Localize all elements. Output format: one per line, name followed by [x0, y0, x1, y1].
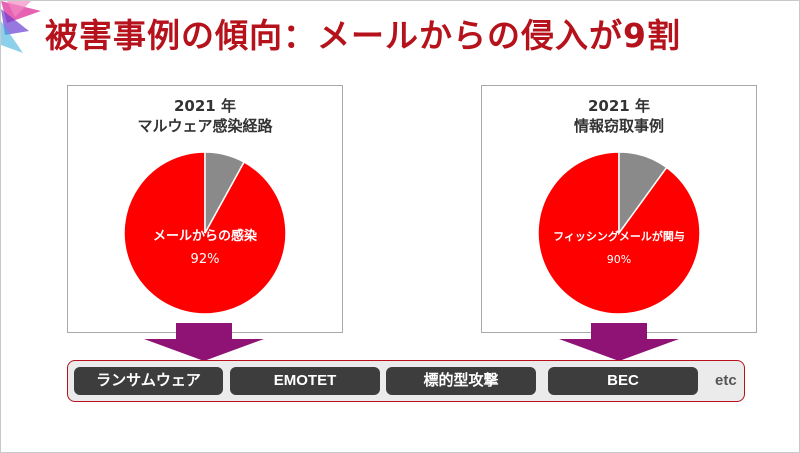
tag-bec: BEC — [548, 367, 698, 395]
pie-chart-malware: メールからの感染 92% — [123, 151, 287, 315]
chart-title: 情報窃取事例 — [573, 117, 664, 135]
down-arrow-icon — [144, 323, 264, 361]
corner-decoration-icon — [1, 1, 41, 53]
pie-value-label: 90% — [607, 253, 631, 266]
chart-year: 2021 年 — [588, 97, 650, 115]
etc-label: etc — [715, 372, 737, 389]
chart-panel-malware: 2021 年 マルウェア感染経路 メールからの感染 92% — [67, 85, 343, 333]
pie-slice-label: フィッシングメールが関与 — [553, 229, 685, 243]
chart-year: 2021 年 — [174, 97, 236, 115]
pie-chart-info-theft: フィッシングメールが関与 90% — [537, 151, 701, 315]
page-title: 被害事例の傾向：メールからの侵入が9割 — [45, 16, 681, 55]
chart-panel-info-theft: 2021 年 情報窃取事例 フィッシングメールが関与 90% — [481, 85, 757, 333]
pie-value-label: 92% — [191, 252, 220, 267]
tag-emotet: EMOTET — [230, 367, 380, 395]
chart-title: マルウェア感染経路 — [137, 117, 273, 135]
pie-slice — [204, 151, 246, 234]
down-arrow-icon — [559, 323, 679, 361]
pie-slice — [618, 151, 668, 236]
pie-slice-label: メールからの感染 — [153, 228, 258, 244]
threat-category-bar: ランサムウェア EMOTET 標的型攻撃 BEC etc — [67, 360, 745, 402]
tag-targeted-attack: 標的型攻撃 — [386, 367, 536, 395]
tag-ransomware: ランサムウェア — [74, 367, 223, 395]
